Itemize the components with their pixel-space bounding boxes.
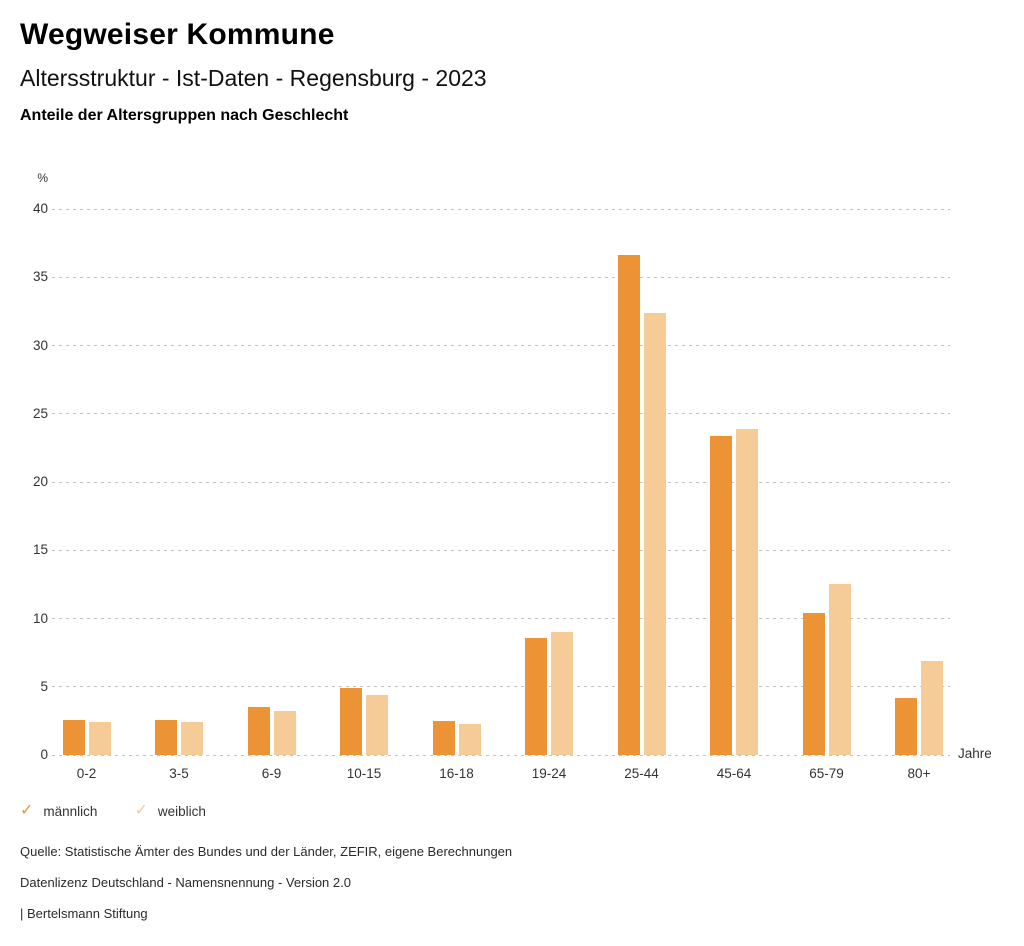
y-axis-unit-label: % [37,171,48,185]
gridline-20 [52,481,950,483]
bar-maennlich-25-44[interactable] [617,255,640,755]
bar-weiblich-65-79[interactable] [828,584,851,755]
x-tick-label-0-2: 0-2 [76,766,97,781]
bar-maennlich-6-9[interactable] [247,707,270,755]
header: Wegweiser Kommune Altersstruktur - Ist-D… [20,18,980,125]
x-tick-label-80+: 80+ [907,766,931,781]
y-tick-label-10: 10 [32,610,48,626]
gridline-5 [52,686,950,688]
y-tick-label-30: 30 [32,337,48,353]
chart-heading: Anteile der Altersgruppen nach Geschlech… [20,107,349,124]
bar-weiblich-10-15[interactable] [366,694,388,755]
x-tick-label-19-24: 19-24 [531,766,567,781]
bar-weiblich-25-44[interactable] [643,312,666,755]
legend-item-maennlich[interactable]: ✓ männlich [20,803,97,819]
chart-plot-area [52,208,950,756]
bar-weiblich-19-24[interactable] [551,632,573,755]
legend-item-weiblich[interactable]: ✓ weiblich [134,803,205,819]
bar-weiblich-3-5[interactable] [181,722,203,755]
x-tick-label-6-9: 6-9 [261,766,282,781]
checkmark-icon: ✓ [20,802,34,819]
x-tick-label-3-5: 3-5 [169,766,189,781]
x-tick-label-45-64: 45-64 [716,766,752,781]
bar-maennlich-3-5[interactable] [155,719,177,755]
chart-legend: ✓ männlich ✓ weiblich [20,803,206,819]
bar-maennlich-0-2[interactable] [62,719,85,755]
y-tick-label-5: 5 [40,678,48,694]
gridline-35 [52,276,950,278]
bar-weiblich-45-64[interactable] [736,428,758,755]
bar-weiblich-0-2[interactable] [88,722,111,755]
y-tick-label-0: 0 [40,747,48,762]
page-title: Wegweiser Kommune [20,18,335,51]
x-tick-label-65-79: 65-79 [809,766,844,781]
gridline-10 [52,618,950,619]
y-tick-label-35: 35 [32,269,48,285]
bar-weiblich-16-18[interactable] [458,723,481,755]
gridline-15 [52,549,950,551]
legend-item-label: männlich [43,803,98,819]
y-tick-label-25: 25 [32,405,48,421]
gridline-25 [52,413,950,415]
page-subtitle: Altersstruktur - Ist-Daten - Regensburg … [20,65,487,91]
bar-maennlich-10-15[interactable] [340,688,362,755]
legend-item-label: weiblich [157,803,206,819]
y-tick-label-15: 15 [32,542,48,558]
attribution-text: | Bertelsmann Stiftung [20,906,148,921]
x-tick-label-16-18: 16-18 [439,766,474,781]
bar-maennlich-45-64[interactable] [710,435,732,755]
bar-weiblich-6-9[interactable] [273,711,296,755]
bar-weiblich-80+[interactable] [921,660,943,755]
x-tick-label-25-44: 25-44 [624,766,659,781]
gridline-0 [52,754,950,756]
x-tick-label-10-15: 10-15 [346,766,382,781]
gridline-30 [52,345,950,346]
x-axis-unit-label: Jahre [958,746,992,761]
bar-maennlich-80+[interactable] [895,697,917,755]
license-text: Datenlizenz Deutschland - Namensnennung … [20,875,351,890]
y-tick-label-40: 40 [32,201,48,216]
y-tick-label-20: 20 [32,474,48,489]
source-text: Quelle: Statistische Ämter des Bundes un… [20,844,513,859]
bar-maennlich-19-24[interactable] [525,637,547,755]
bar-maennlich-65-79[interactable] [802,613,825,755]
bar-maennlich-16-18[interactable] [432,720,455,755]
checkmark-icon: ✓ [134,802,148,819]
gridline-40 [52,208,950,210]
